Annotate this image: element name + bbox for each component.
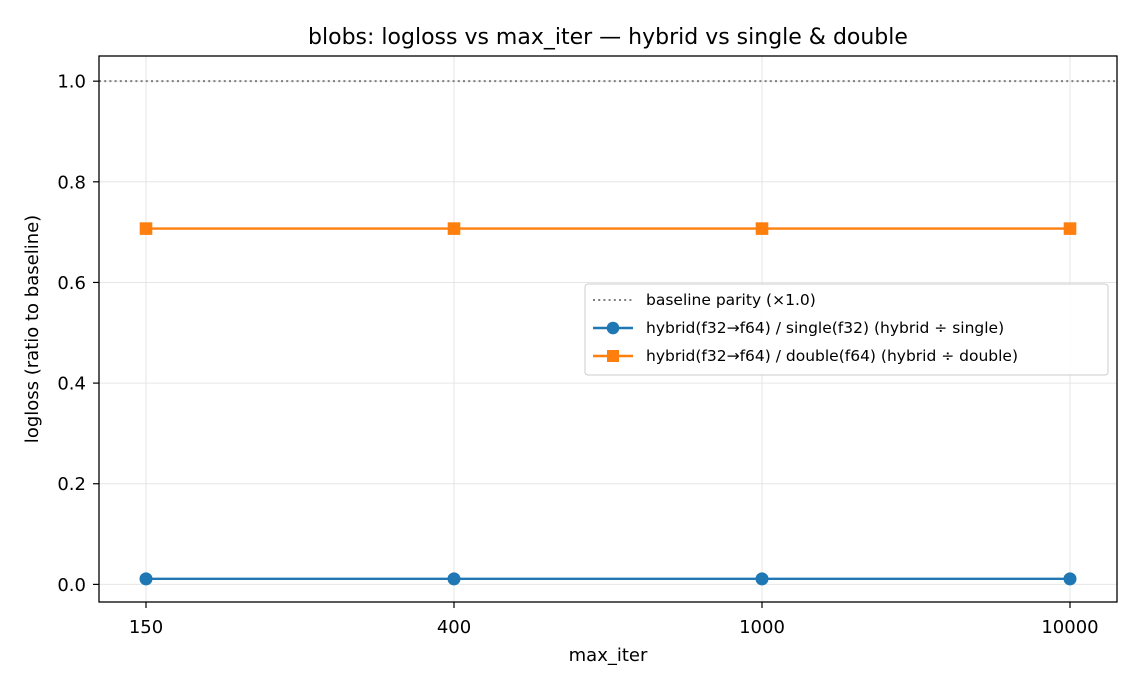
y-axis: 0.0 0.2 0.4 0.6 0.8 1.0 xyxy=(57,72,99,596)
series-2-point xyxy=(139,222,153,235)
x-tick-label: 150 xyxy=(129,617,163,638)
series-2-point xyxy=(755,222,769,235)
chart-title: blobs: logloss vs max_iter — hybrid vs s… xyxy=(308,25,908,50)
legend-series-2-label: hybrid(f32→f64) / double(f64) (hybrid ÷ … xyxy=(646,347,1018,365)
y-axis-label: logloss (ratio to baseline) xyxy=(22,215,43,443)
series-layer xyxy=(139,222,1077,586)
legend: baseline parity (×1.0) hybrid(f32→f64) /… xyxy=(584,283,1109,376)
x-tick-label: 1000 xyxy=(739,617,785,638)
series-1-point xyxy=(447,572,461,586)
legend-series-1-marker xyxy=(606,321,620,335)
series-1-point xyxy=(1063,572,1077,586)
y-tick-label: 1.0 xyxy=(57,72,86,93)
legend-baseline-label: baseline parity (×1.0) xyxy=(646,291,816,309)
legend-series-1-label: hybrid(f32→f64) / single(f32) (hybrid ÷ … xyxy=(646,319,1004,337)
series-2-point xyxy=(447,222,461,235)
series-1 xyxy=(139,572,1077,586)
legend-series-2-marker xyxy=(607,350,619,362)
series-1-point xyxy=(139,572,153,586)
x-axis-label: max_iter xyxy=(569,645,648,666)
y-tick-label: 0.6 xyxy=(57,273,86,294)
x-tick-label: 400 xyxy=(437,617,471,638)
x-tick-label: 10000 xyxy=(1041,617,1098,638)
series-1-point xyxy=(755,572,769,586)
y-tick-label: 0.8 xyxy=(57,172,86,193)
series-2-point xyxy=(1063,222,1077,235)
legend-box xyxy=(584,283,1109,376)
y-tick-label: 0.2 xyxy=(57,474,86,495)
y-tick-label: 0.0 xyxy=(57,575,86,596)
x-axis: 150 400 1000 10000 xyxy=(129,602,1099,638)
y-tick-label: 0.4 xyxy=(57,374,86,395)
series-2 xyxy=(139,222,1077,235)
plot-area-frame xyxy=(98,55,1118,603)
